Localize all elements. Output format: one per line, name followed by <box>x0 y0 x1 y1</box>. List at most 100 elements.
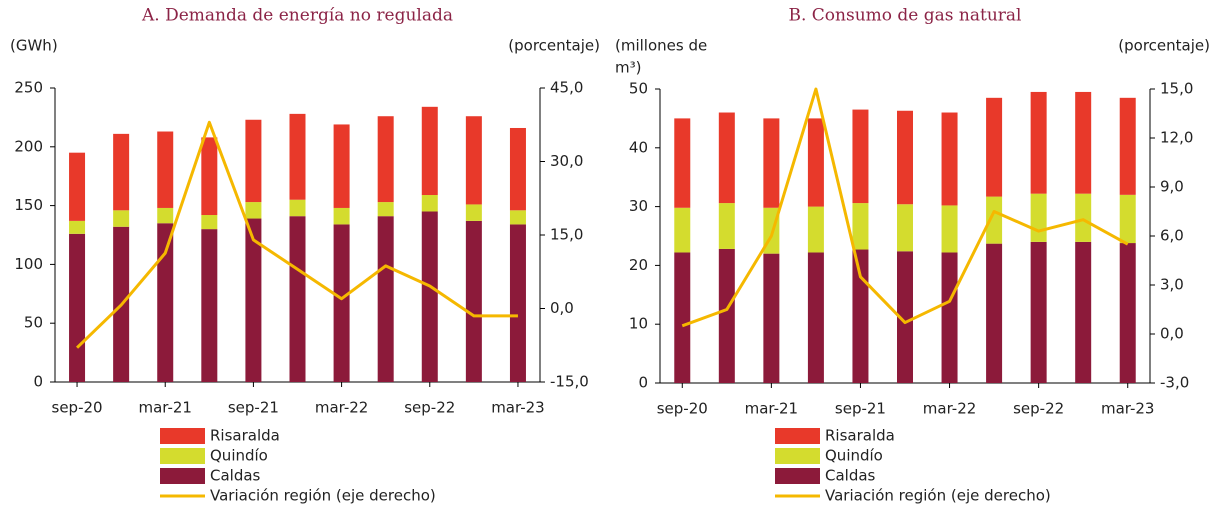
bar-segment <box>289 113 306 200</box>
y-tick-label: 50 <box>629 80 648 98</box>
y2-tick-label: 15,0 <box>1160 80 1193 98</box>
y-tick-label: 0 <box>33 373 43 391</box>
bar-segment <box>1119 97 1136 195</box>
legend-label: Quindío <box>825 447 883 465</box>
bar-segment <box>465 204 482 221</box>
y2-tick-label: 15,0 <box>550 226 583 244</box>
y2-tick-label: 45,0 <box>550 79 583 97</box>
bar-segment <box>941 252 958 383</box>
y2-tick-label: 30,0 <box>550 152 583 170</box>
bar-segment <box>289 216 306 382</box>
y-tick-label: 200 <box>14 137 43 155</box>
y-axis-label: m³) <box>615 59 641 77</box>
y-tick-label: 250 <box>14 79 43 97</box>
y-tick-label: 40 <box>629 138 648 156</box>
bar-segment <box>69 233 86 382</box>
legend-label: Variación región (eje derecho) <box>210 487 436 505</box>
bar-segment <box>289 199 306 217</box>
bar-segment <box>421 195 438 212</box>
legend-label: Variación región (eje derecho) <box>825 487 1051 505</box>
legend-swatch <box>160 428 205 444</box>
y-tick-label: 0 <box>638 374 648 392</box>
legend-label: Caldas <box>210 467 261 485</box>
x-tick-label: sep-22 <box>404 399 455 417</box>
x-tick-label: sep-20 <box>657 400 708 418</box>
y2-tick-label: 12,0 <box>1160 129 1193 147</box>
bar-segment <box>807 118 824 207</box>
x-tick-label: sep-22 <box>1013 400 1064 418</box>
bar-segment <box>718 203 735 249</box>
bar-segment <box>201 137 218 216</box>
chart-title: A. Demanda de energía no regulada <box>141 6 453 26</box>
bar-segment <box>465 220 482 382</box>
x-tick-label: mar-22 <box>315 399 369 417</box>
bar-segment <box>763 118 780 208</box>
bar-segment <box>852 249 869 383</box>
bar-segment <box>763 253 780 383</box>
y2-tick-label: 9,0 <box>1160 178 1184 196</box>
bar-segment <box>1119 194 1136 244</box>
y2-tick-label: 3,0 <box>1160 276 1184 294</box>
y2-tick-label: 6,0 <box>1160 227 1184 245</box>
bar-segment <box>377 216 394 382</box>
x-tick-label: sep-20 <box>52 399 103 417</box>
bar-segment <box>245 119 262 203</box>
x-tick-label: sep-21 <box>228 399 279 417</box>
y2-tick-label: -15,0 <box>550 373 589 391</box>
bar-segment <box>941 205 958 253</box>
bar-segment <box>674 252 691 383</box>
y2-axis-label: (porcentaje) <box>508 37 600 55</box>
bar-segment <box>807 206 824 253</box>
bar-segment <box>1030 91 1047 194</box>
y2-tick-label: 0,0 <box>1160 325 1184 343</box>
bar-segment <box>986 243 1003 383</box>
chart-title: B. Consumo de gas natural <box>789 6 1022 26</box>
bar-segment <box>1030 241 1047 383</box>
bar-segment <box>674 207 691 253</box>
y-tick-label: 50 <box>24 314 43 332</box>
legend-swatch <box>775 468 820 484</box>
y-tick-label: 100 <box>14 255 43 273</box>
y-tick-label: 20 <box>629 256 648 274</box>
bar-segment <box>69 220 86 234</box>
bar-segment <box>245 202 262 219</box>
bar-segment <box>201 215 218 230</box>
bar-segment <box>377 116 394 203</box>
bar-segment <box>377 202 394 217</box>
x-tick-label: mar-23 <box>491 399 545 417</box>
bar-segment <box>201 229 218 382</box>
y2-axis-label: (porcentaje) <box>1118 37 1210 55</box>
legend-swatch <box>160 468 205 484</box>
bar-segment <box>113 210 130 227</box>
bar-segment <box>1075 241 1092 383</box>
bar-segment <box>897 204 913 252</box>
bar-segment <box>465 116 482 205</box>
bar-segment <box>245 218 262 382</box>
x-tick-label: sep-21 <box>835 400 886 418</box>
y2-tick-label: -3,0 <box>1160 374 1189 392</box>
legend-label: Risaralda <box>210 427 280 445</box>
y-tick-label: 10 <box>629 315 648 333</box>
bar-segment <box>897 110 913 205</box>
y2-tick-label: 0,0 <box>550 299 574 317</box>
bar-segment <box>1030 193 1047 242</box>
legend-label: Risaralda <box>825 427 895 445</box>
bar-segment <box>509 210 526 225</box>
bar-segment <box>986 196 1003 244</box>
bar-segment <box>718 248 735 383</box>
line-series <box>681 87 1129 328</box>
x-tick-label: mar-23 <box>1101 400 1155 418</box>
bar-segment <box>421 211 438 382</box>
bar-segment <box>852 109 869 204</box>
bar-segment <box>1075 91 1092 194</box>
bar-segment <box>113 133 130 211</box>
bar-segment <box>897 251 913 383</box>
y-axis-label: (millones de <box>615 37 707 55</box>
bar-segment <box>157 207 174 224</box>
bar-segment <box>941 112 958 206</box>
legend-label: Quindío <box>210 447 268 465</box>
bar-segment <box>674 118 691 208</box>
bar-segment <box>157 223 174 382</box>
bar-segment <box>986 97 1003 197</box>
